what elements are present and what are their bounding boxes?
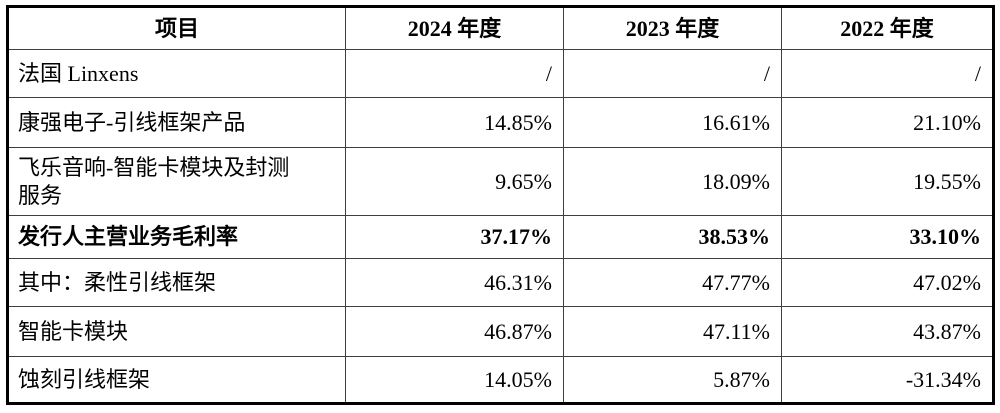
- value-2024: 14.05%: [345, 356, 564, 404]
- value-2024: 46.87%: [345, 306, 564, 357]
- value-2023: 5.87%: [563, 356, 782, 404]
- value-2024: 46.31%: [345, 258, 564, 307]
- row-label: 智能卡模块: [7, 306, 346, 357]
- column-header-2024: 2024 年度: [345, 6, 564, 50]
- table-row-flexible-leadframe: 其中：柔性引线框架 46.31% 47.77% 47.02%: [7, 258, 994, 307]
- value-2023: 47.77%: [563, 258, 782, 307]
- table-row-issuer-main-margin: 发行人主营业务毛利率 37.17% 38.53% 33.10%: [7, 215, 994, 259]
- value-2023: 38.53%: [563, 215, 782, 259]
- table-row-feile: 飞乐音响-智能卡模块及封测 服务 9.65% 18.09% 19.55%: [7, 147, 994, 216]
- row-label: 其中：柔性引线框架: [7, 258, 346, 307]
- value-2023: 47.11%: [563, 306, 782, 357]
- value-2022: 21.10%: [781, 97, 994, 148]
- value-2022: -31.34%: [781, 356, 994, 404]
- row-label: 发行人主营业务毛利率: [7, 215, 346, 259]
- value-2023: /: [563, 49, 782, 98]
- gross-margin-comparison-table: 项目 2024 年度 2023 年度 2022 年度 法国 Linxens / …: [6, 5, 995, 405]
- value-2024: /: [345, 49, 564, 98]
- value-2022: 47.02%: [781, 258, 994, 307]
- value-2024: 37.17%: [345, 215, 564, 259]
- value-2022: /: [781, 49, 994, 98]
- row-label: 飞乐音响-智能卡模块及封测 服务: [7, 147, 346, 216]
- row-label: 蚀刻引线框架: [7, 356, 346, 404]
- value-2023: 16.61%: [563, 97, 782, 148]
- row-label: 法国 Linxens: [7, 49, 346, 98]
- value-2022: 19.55%: [781, 147, 994, 216]
- column-header-2022: 2022 年度: [781, 6, 994, 50]
- column-header-2023: 2023 年度: [563, 6, 782, 50]
- value-2024: 14.85%: [345, 97, 564, 148]
- header-row: 项目 2024 年度 2023 年度 2022 年度: [7, 6, 994, 50]
- value-2023: 18.09%: [563, 147, 782, 216]
- column-header-item: 项目: [7, 6, 346, 50]
- row-label: 康强电子-引线框架产品: [7, 97, 346, 148]
- value-2022: 43.87%: [781, 306, 994, 357]
- table-row-smartcard-module: 智能卡模块 46.87% 47.11% 43.87%: [7, 306, 994, 357]
- value-2022: 33.10%: [781, 215, 994, 259]
- value-2024: 9.65%: [345, 147, 564, 216]
- table-row-linxens: 法国 Linxens / / /: [7, 49, 994, 98]
- table-row-kangqiang: 康强电子-引线框架产品 14.85% 16.61% 21.10%: [7, 97, 994, 148]
- table-row-etched-leadframe: 蚀刻引线框架 14.05% 5.87% -31.34%: [7, 356, 994, 404]
